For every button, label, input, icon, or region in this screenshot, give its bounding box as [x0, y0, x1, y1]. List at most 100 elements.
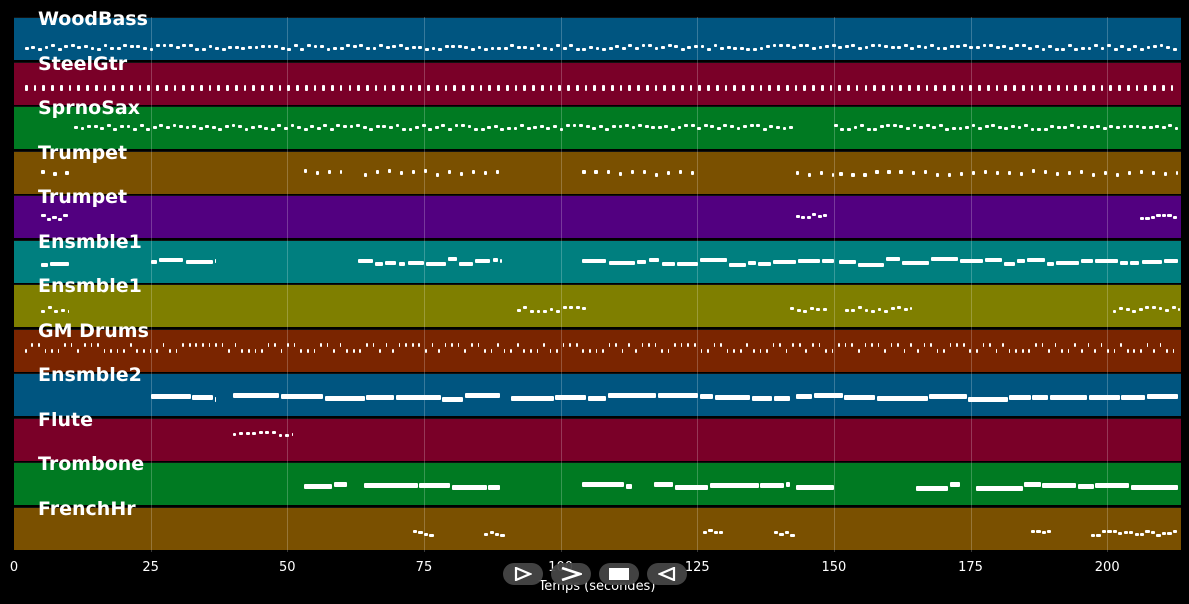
note [779, 532, 784, 536]
note [1091, 172, 1096, 177]
note [408, 128, 413, 131]
note [68, 84, 72, 91]
note [812, 213, 817, 216]
note [1096, 533, 1101, 537]
note [195, 342, 198, 347]
note [589, 46, 593, 49]
note [819, 170, 823, 175]
note [97, 342, 99, 347]
note [188, 342, 191, 347]
note [674, 342, 676, 347]
note [1015, 348, 1017, 353]
note [1004, 261, 1016, 266]
note [1121, 395, 1145, 400]
note [567, 84, 570, 91]
note [641, 342, 644, 347]
note [1021, 84, 1025, 91]
note [448, 256, 458, 261]
note [1027, 257, 1045, 262]
note [1080, 348, 1083, 353]
note [477, 342, 480, 347]
note [863, 172, 867, 177]
note [258, 430, 263, 434]
note [910, 342, 913, 347]
note [703, 124, 708, 127]
note [593, 84, 597, 91]
note [864, 309, 869, 312]
note [270, 128, 275, 131]
note [558, 84, 562, 91]
note [366, 47, 370, 50]
note [1134, 532, 1139, 536]
note [438, 348, 440, 353]
note [562, 342, 565, 347]
note [202, 342, 204, 347]
note [884, 310, 888, 313]
grid-line [697, 17, 699, 552]
note [484, 170, 488, 175]
note [254, 46, 259, 49]
note [982, 342, 985, 347]
note [1155, 125, 1160, 128]
note [746, 342, 749, 347]
note [559, 128, 564, 131]
stop-button[interactable] [599, 563, 639, 585]
note [425, 348, 427, 353]
note [243, 84, 247, 91]
note [278, 433, 283, 437]
note [444, 45, 449, 48]
note [121, 84, 124, 91]
note [816, 308, 821, 311]
note [451, 485, 487, 490]
note [822, 258, 834, 263]
track-label: SprnoSax [38, 97, 140, 119]
note [743, 125, 747, 128]
note [936, 348, 939, 353]
note [182, 84, 186, 91]
note [931, 256, 959, 261]
note [916, 45, 921, 48]
note [798, 258, 821, 263]
note [782, 127, 787, 130]
note [291, 432, 294, 436]
note [1037, 128, 1042, 131]
note [221, 342, 224, 347]
note [667, 348, 670, 353]
note [759, 47, 764, 50]
note [1165, 309, 1169, 312]
play-button[interactable] [503, 563, 543, 585]
rewind-button[interactable] [647, 563, 687, 585]
note [1030, 529, 1036, 533]
note [759, 84, 763, 91]
note [915, 486, 949, 491]
note [313, 45, 318, 48]
note [995, 46, 1000, 49]
note [224, 125, 229, 128]
note [1176, 170, 1179, 175]
note [739, 47, 744, 50]
note [1152, 170, 1156, 175]
note [1126, 48, 1131, 51]
note [252, 431, 257, 435]
note [820, 84, 824, 91]
note [1035, 342, 1037, 347]
note [549, 48, 554, 51]
note [346, 348, 348, 353]
note [182, 342, 184, 347]
note [1100, 84, 1104, 91]
note [871, 44, 875, 47]
note [680, 84, 684, 91]
note [1167, 531, 1172, 535]
note [477, 46, 482, 49]
x-tick-label: 75 [415, 560, 433, 575]
note [812, 47, 816, 50]
note [982, 44, 987, 47]
note [608, 342, 611, 347]
note [1158, 307, 1163, 310]
note [336, 124, 341, 127]
note [490, 348, 493, 353]
note [461, 124, 465, 127]
note [1030, 84, 1034, 91]
note [699, 394, 714, 399]
fast-forward-button[interactable] [551, 563, 591, 585]
